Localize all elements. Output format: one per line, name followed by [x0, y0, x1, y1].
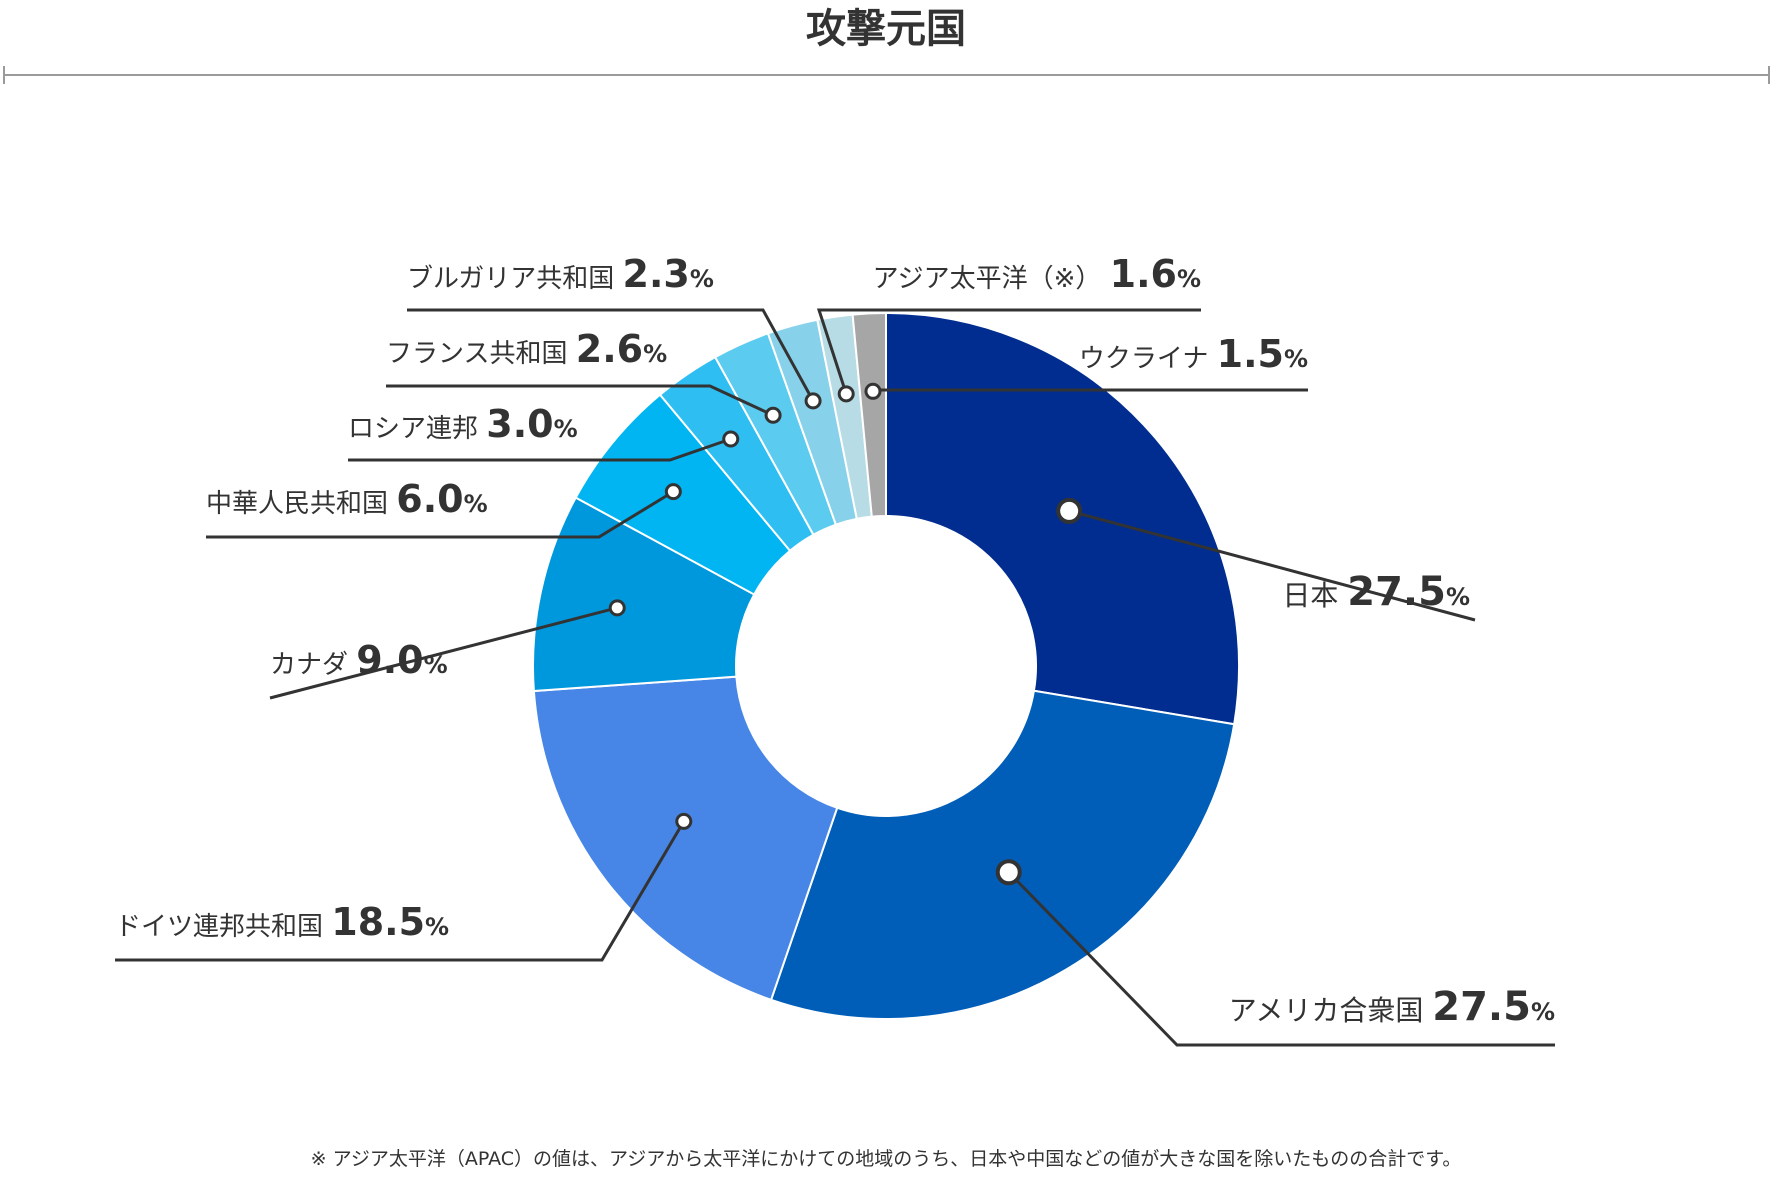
slice-label-unit: %: [643, 340, 667, 368]
slice-label: ドイツ連邦共和国 18.5%: [115, 900, 449, 944]
leader-line: [1068, 509, 1476, 622]
slice-label-name: ウクライナ: [1079, 344, 1217, 374]
leader-line: [386, 384, 774, 417]
slice-label-name: フランス共和国: [386, 339, 576, 369]
leader-dot: [664, 483, 682, 501]
slice-label-unit: %: [464, 490, 488, 518]
slice-label-value: 1.6: [1110, 252, 1177, 296]
slice-label-value: 27.5: [1432, 984, 1531, 1030]
slice-label: アメリカ合衆国 27.5%: [1229, 984, 1555, 1030]
leader-line: [269, 606, 618, 700]
leader-dot: [722, 430, 740, 448]
donut-slice: [769, 689, 1236, 1020]
footnote: ※ アジア太平洋（APAC）の値は、アジアから太平洋にかけての地域のうち、日本や…: [311, 1148, 1462, 1170]
leader-line: [1007, 871, 1555, 1047]
slice-label-unit: %: [690, 265, 714, 293]
slice-label-name: ブルガリア共和国: [407, 264, 623, 294]
leader-line: [115, 820, 686, 962]
slice-label-name: ロシア連邦: [348, 414, 486, 444]
slice-label: ブルガリア共和国 2.3%: [407, 252, 714, 296]
leader-line: [871, 388, 1308, 392]
chart-title: 攻撃元国: [806, 6, 966, 52]
slice-label: ロシア連邦 3.0%: [348, 402, 578, 446]
slice-label-unit: %: [1446, 583, 1470, 611]
leader-dot: [837, 385, 855, 403]
slice-label-unit: %: [554, 415, 578, 443]
slice-label-unit: %: [1177, 265, 1201, 293]
slice-label-value: 6.0: [396, 477, 463, 521]
slice-label-value: 3.0: [486, 402, 553, 446]
leader-line: [816, 308, 1201, 395]
slice-label: ウクライナ 1.5%: [1079, 332, 1308, 376]
slice-label: 日本 27.5%: [1282, 569, 1470, 615]
slice-label-name: カナダ: [270, 650, 356, 680]
title-rule: [3, 66, 1770, 84]
slice-label-value: 9.0: [356, 638, 423, 682]
slice-label-unit: %: [424, 651, 448, 679]
slice-label: カナダ 9.0%: [270, 638, 448, 682]
slice-label-name: 中華人民共和国: [206, 489, 396, 519]
slice-label-name: アジア太平洋（※）: [873, 264, 1110, 294]
leader-dot: [995, 859, 1022, 886]
slice-label: 中華人民共和国 6.0%: [206, 477, 488, 521]
slice-label: フランス共和国 2.6%: [386, 327, 667, 371]
leader-dot: [675, 812, 693, 830]
slice-label-value: 2.3: [623, 252, 690, 296]
slice-label-unit: %: [425, 913, 449, 941]
leader-dot: [608, 599, 626, 617]
slice-label-value: 1.5: [1217, 332, 1284, 376]
slice-label-name: アメリカ合衆国: [1229, 994, 1433, 1027]
slice-label-unit: %: [1531, 998, 1555, 1026]
leader-dot: [1056, 497, 1083, 524]
slice-label-name: 日本: [1282, 579, 1347, 612]
leader-line: [206, 490, 675, 539]
slice-label-name: ドイツ連邦共和国: [115, 912, 331, 942]
slice-label-value: 2.6: [576, 327, 643, 371]
slice-label-value: 27.5: [1347, 569, 1446, 615]
donut-slice: [851, 311, 887, 518]
donut-slices: [532, 311, 1240, 1020]
leader-dot: [804, 392, 822, 410]
leader-dot: [864, 382, 882, 400]
slice-labels: 日本 27.5%アメリカ合衆国 27.5%ドイツ連邦共和国 18.5%カナダ 9…: [115, 252, 1555, 1030]
leader-dot: [764, 406, 782, 424]
slice-label: アジア太平洋（※） 1.6%: [873, 252, 1201, 296]
leader-line: [407, 308, 815, 402]
leader-lines: [115, 308, 1555, 1047]
slice-label-value: 18.5: [331, 900, 425, 944]
donut-slice: [532, 675, 839, 1002]
slice-label-unit: %: [1284, 345, 1308, 373]
leader-line: [348, 437, 732, 462]
